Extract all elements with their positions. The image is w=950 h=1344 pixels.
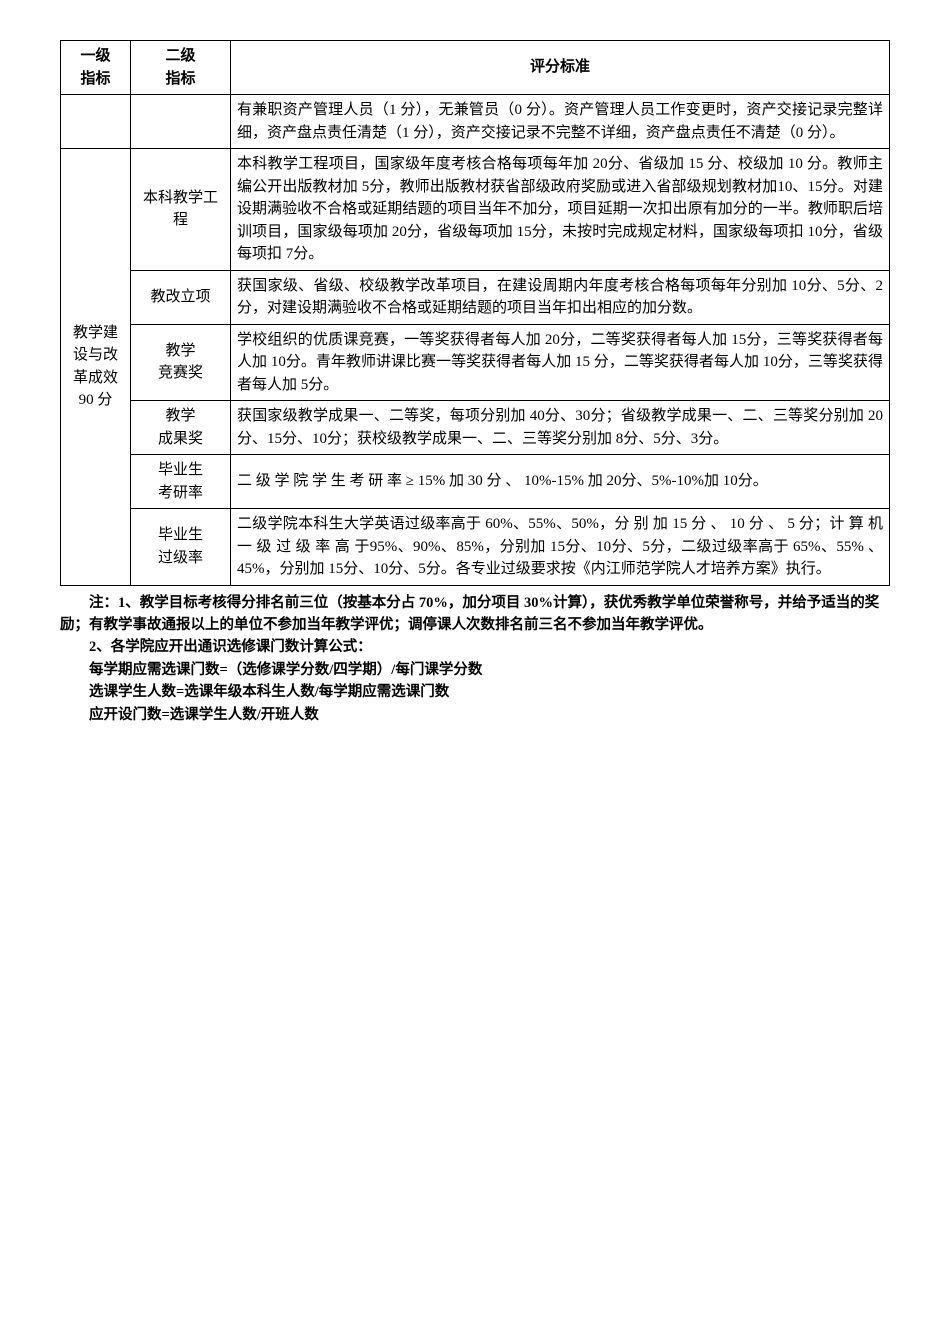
cell-l1: 教学建设与改革成效90 分 — [61, 149, 131, 586]
cell-l2: 教学 竞赛奖 — [131, 324, 231, 401]
notes-section: 注：1、教学目标考核得分排名前三位（按基本分占 70%，加分项目 30%计算），… — [60, 592, 890, 727]
evaluation-table: 一级 指标 二级 指标 评分标准 有兼职资产管理人员（1 分），无兼管员（0 分… — [60, 40, 890, 586]
cell-l2: 本科教学工程 — [131, 149, 231, 271]
note-2: 2、各学院应开出通识选修课门数计算公式： — [60, 636, 890, 658]
cell-l2: 教改立项 — [131, 270, 231, 324]
cell-criteria: 本科教学工程项目，国家级年度考核合格每项每年加 20分、省级加 15 分、校级加… — [231, 149, 890, 271]
cell-l2: 教学 成果奖 — [131, 401, 231, 455]
cell-criteria: 二级学院本科生大学英语过级率高于 60%、55%、50%，分 别 加 15 分 … — [231, 509, 890, 586]
table-row: 毕业生 过级率 二级学院本科生大学英语过级率高于 60%、55%、50%，分 别… — [61, 509, 890, 586]
cell-l2-empty — [131, 95, 231, 149]
note-4: 选课学生人数=选课年级本科生人数/每学期应需选课门数 — [60, 681, 890, 703]
table-row: 教学 成果奖 获国家级教学成果一、二等奖，每项分别加 40分、30分；省级教学成… — [61, 401, 890, 455]
cell-l1-empty — [61, 95, 131, 149]
cell-criteria: 获国家级教学成果一、二等奖，每项分别加 40分、30分；省级教学成果一、二、三等… — [231, 401, 890, 455]
cell-criteria: 有兼职资产管理人员（1 分），无兼管员（0 分）。资产管理人员工作变更时，资产交… — [231, 95, 890, 149]
table-row: 教改立项 获国家级、省级、校级教学改革项目，在建设周期内年度考核合格每项每年分别… — [61, 270, 890, 324]
note-3: 每学期应需选课门数=（选修课学分数/四学期）/每门课学分数 — [60, 659, 890, 681]
table-row: 教学建设与改革成效90 分 本科教学工程 本科教学工程项目，国家级年度考核合格每… — [61, 149, 890, 271]
cell-l2: 毕业生 考研率 — [131, 455, 231, 509]
table-row: 教学 竞赛奖 学校组织的优质课竞赛，一等奖获得者每人加 20分，二等奖获得者每人… — [61, 324, 890, 401]
note-5: 应开设门数=选课学生人数/开班人数 — [60, 704, 890, 726]
note-1: 注：1、教学目标考核得分排名前三位（按基本分占 70%，加分项目 30%计算），… — [60, 592, 890, 637]
cell-criteria: 学校组织的优质课竞赛，一等奖获得者每人加 20分，二等奖获得者每人加 15分，三… — [231, 324, 890, 401]
header-level1: 一级 指标 — [61, 41, 131, 95]
cell-l2: 毕业生 过级率 — [131, 509, 231, 586]
table-row: 有兼职资产管理人员（1 分），无兼管员（0 分）。资产管理人员工作变更时，资产交… — [61, 95, 890, 149]
header-criteria: 评分标准 — [231, 41, 890, 95]
cell-criteria: 二 级 学 院 学 生 考 研 率 ≥ 15% 加 30 分 、 10%-15%… — [231, 455, 890, 509]
cell-criteria: 获国家级、省级、校级教学改革项目，在建设周期内年度考核合格每项每年分别加 10分… — [231, 270, 890, 324]
table-row: 毕业生 考研率 二 级 学 院 学 生 考 研 率 ≥ 15% 加 30 分 、… — [61, 455, 890, 509]
header-row: 一级 指标 二级 指标 评分标准 — [61, 41, 890, 95]
header-level2: 二级 指标 — [131, 41, 231, 95]
